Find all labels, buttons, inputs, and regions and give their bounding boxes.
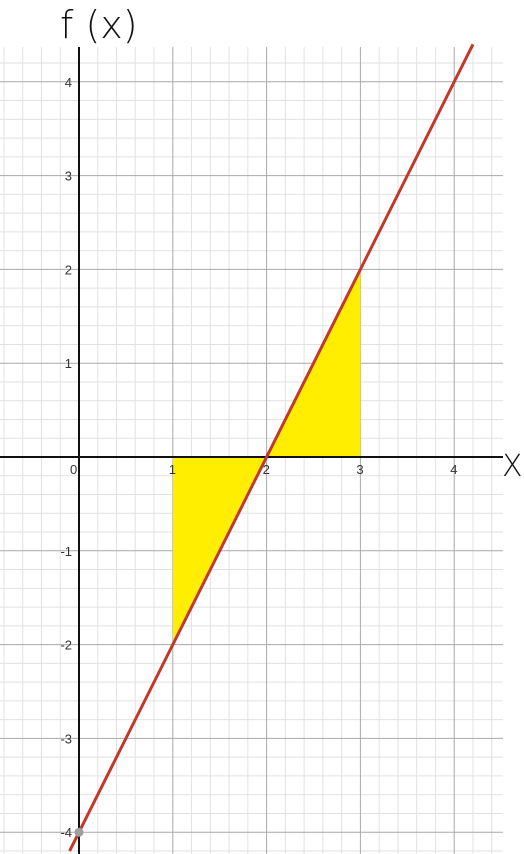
y-tick-label: 4 bbox=[65, 75, 72, 90]
x-tick-label: 2 bbox=[263, 462, 270, 477]
y-intercept-point bbox=[74, 827, 84, 837]
x-tick-label: 1 bbox=[169, 462, 176, 477]
minor-grid bbox=[0, 47, 503, 854]
x-axis-label: X bbox=[502, 449, 523, 484]
y-tick-label: 2 bbox=[65, 262, 72, 277]
y-tick-label: -4 bbox=[60, 825, 72, 840]
tick-labels: 0 1 2 3 4 -4 -3 -2 -1 1 2 3 4 bbox=[60, 75, 457, 840]
major-grid bbox=[0, 47, 503, 854]
x-tick-label: 4 bbox=[450, 462, 457, 477]
y-tick-label: -3 bbox=[60, 731, 72, 746]
y-tick-label: 3 bbox=[65, 169, 72, 184]
y-tick-label: 1 bbox=[65, 356, 72, 371]
x-tick-label: 0 bbox=[70, 462, 77, 477]
axes bbox=[0, 47, 503, 854]
function-line-path bbox=[68, 43, 475, 852]
function-line bbox=[68, 43, 475, 852]
x-tick-label: 3 bbox=[356, 462, 363, 477]
y-tick-label: -1 bbox=[60, 544, 72, 559]
y-axis-label: f (x) bbox=[60, 3, 138, 47]
y-tick-label: -2 bbox=[60, 638, 72, 653]
